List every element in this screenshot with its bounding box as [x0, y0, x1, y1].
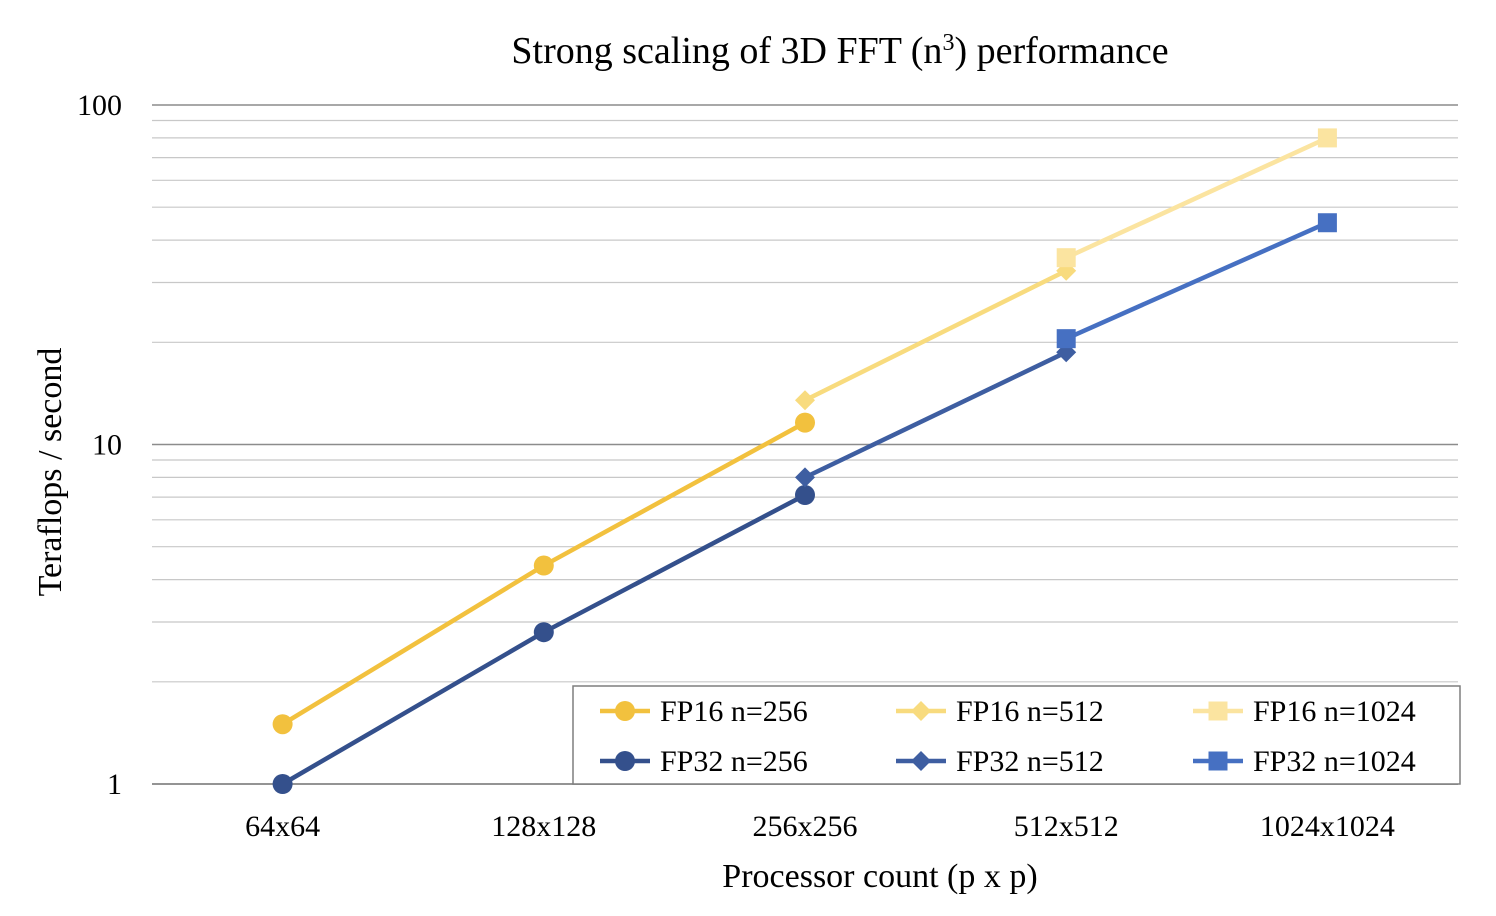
- data-point: [795, 467, 815, 488]
- legend-entry: FP16 n=256: [600, 695, 808, 728]
- x-tick-label: 128x128: [491, 810, 596, 843]
- legend-label: FP16 n=256: [660, 695, 808, 728]
- x-tick-labels: 64x64 128x128 256x256 512x512 1024x1024: [245, 810, 1395, 843]
- data-point: [795, 484, 815, 505]
- legend-entry: FP32 n=512: [896, 745, 1104, 778]
- data-point: [272, 714, 293, 735]
- x-tick-label: 512x512: [1014, 810, 1119, 843]
- legend: FP16 n=256 FP16 n=512 FP16 n=1024 FP32 n=25…: [572, 685, 1461, 785]
- legend-entry: FP32 n=1024: [1193, 745, 1416, 778]
- data-point: [1317, 128, 1337, 148]
- x-tick-label: 1024x1024: [1260, 810, 1395, 843]
- series: [1056, 213, 1337, 349]
- series: [272, 412, 815, 735]
- series-line: [1065, 135, 1329, 260]
- legend-marker: [615, 701, 635, 721]
- legend-label: FP32 n=256: [660, 745, 808, 778]
- x-tick-label: 64x64: [245, 810, 320, 843]
- legend-label: FP32 n=512: [956, 745, 1104, 778]
- legend-marker: [1208, 751, 1228, 771]
- y-axis-title: Teraflops / second: [32, 348, 69, 597]
- legend-label: FP32 n=1024: [1253, 745, 1416, 778]
- data-point: [795, 412, 815, 433]
- legend-label: FP16 n=1024: [1253, 695, 1416, 728]
- series: [795, 260, 1077, 411]
- data-point: [1317, 213, 1337, 233]
- data-point: [533, 622, 554, 643]
- data-point: [533, 555, 554, 576]
- legend-entry: FP16 n=1024: [1193, 695, 1416, 728]
- legend-marker: [1208, 701, 1228, 721]
- legend-marker: [911, 701, 931, 721]
- series-line: [804, 268, 1068, 403]
- series: [272, 484, 815, 794]
- legend-entry: FP32 n=256: [600, 745, 808, 778]
- data-point: [1056, 329, 1076, 349]
- series-line: [1065, 220, 1329, 341]
- data-point: [795, 390, 815, 411]
- legend-entry: FP16 n=512: [896, 695, 1104, 728]
- legend-marker: [615, 751, 635, 771]
- legend-marker: [911, 751, 931, 771]
- chart-title: Strong scaling of 3D FFT (n3) performanc…: [511, 30, 1168, 72]
- x-tick-label: 256x256: [753, 810, 858, 843]
- data-point: [1056, 248, 1076, 268]
- data-point: [272, 774, 293, 794]
- legend-label: FP16 n=512: [956, 695, 1104, 728]
- grid: [152, 104, 1458, 785]
- y-tick-label: 10: [92, 429, 122, 462]
- y-tick-label: 1: [107, 768, 122, 801]
- x-axis-title: Processor count (p x p): [722, 858, 1037, 895]
- y-tick-labels: 1 10 100: [77, 89, 122, 801]
- series-lines: [272, 128, 1337, 794]
- series: [1056, 128, 1337, 268]
- series-line: [804, 350, 1068, 480]
- series: [795, 342, 1077, 488]
- y-tick-label: 100: [77, 89, 122, 122]
- legend-box: [572, 685, 1461, 785]
